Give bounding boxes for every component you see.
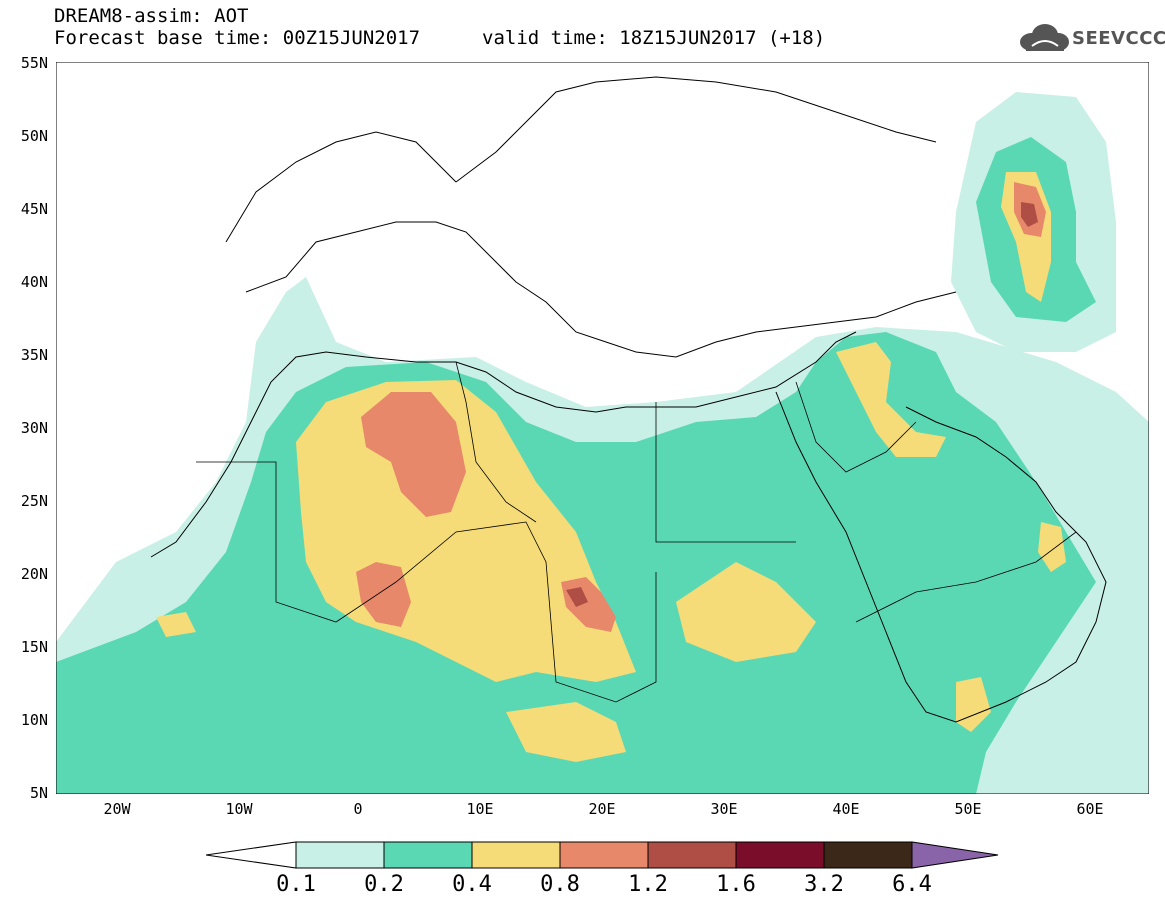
country-borders — [196, 361, 1077, 703]
lat-label: 35N — [20, 346, 48, 364]
lat-label: 20N — [20, 565, 48, 583]
lon-label: 0 — [353, 800, 363, 818]
colorbar-segment — [559, 841, 649, 869]
colorbar-label: 0.1 — [276, 872, 316, 897]
lon-label: 10W — [225, 800, 253, 818]
lon-label: 10E — [466, 800, 494, 818]
coastlines — [150, 76, 1107, 723]
lat-label: 55N — [20, 54, 48, 72]
colorbar-segment — [206, 841, 297, 869]
colorbar-segment — [823, 841, 913, 869]
lon-label: 40E — [832, 800, 860, 818]
lon-label: 50E — [954, 800, 982, 818]
colorbar-segment — [383, 841, 473, 869]
colorbar-label: 0.8 — [540, 872, 580, 897]
seevccc-logo: SEEVCCC — [1018, 22, 1165, 56]
lon-label: 30E — [710, 800, 738, 818]
aot-band-1-2 — [566, 202, 1038, 607]
map-title: DREAM8-assim: AOT — [54, 5, 249, 27]
lon-label: 60E — [1076, 800, 1104, 818]
lat-label: 25N — [20, 492, 48, 510]
colorbar-segment — [647, 841, 737, 869]
lat-label: 5N — [29, 784, 48, 802]
colorbar-label: 6.4 — [892, 872, 932, 897]
aot-map — [56, 62, 1149, 794]
forecast-base-time: Forecast base time: 00Z15JUN2017 — [54, 27, 421, 49]
lat-label: 40N — [20, 273, 48, 291]
lat-label: 30N — [20, 419, 48, 437]
lon-label: 20E — [588, 800, 616, 818]
colorbar-segment — [295, 841, 385, 869]
colorbar-label: 0.2 — [364, 872, 404, 897]
lon-label: 20W — [103, 800, 131, 818]
colorbar-label: 3.2 — [804, 872, 844, 897]
colorbar-segment — [911, 841, 999, 869]
lat-label: 45N — [20, 200, 48, 218]
lat-label: 10N — [20, 711, 48, 729]
valid-time: valid time: 18Z15JUN2017 (+18) — [482, 27, 826, 49]
colorbar-segment — [471, 841, 561, 869]
colorbar-segment — [735, 841, 825, 869]
colorbar-label: 1.2 — [628, 872, 668, 897]
colorbar — [206, 841, 999, 869]
colorbar-label: 0.4 — [452, 872, 492, 897]
cloud-logo-icon — [1020, 24, 1069, 51]
colorbar-label: 1.6 — [716, 872, 756, 897]
logo-text: SEEVCCC — [1072, 28, 1165, 49]
lat-label: 50N — [20, 127, 48, 145]
lat-label: 15N — [20, 638, 48, 656]
